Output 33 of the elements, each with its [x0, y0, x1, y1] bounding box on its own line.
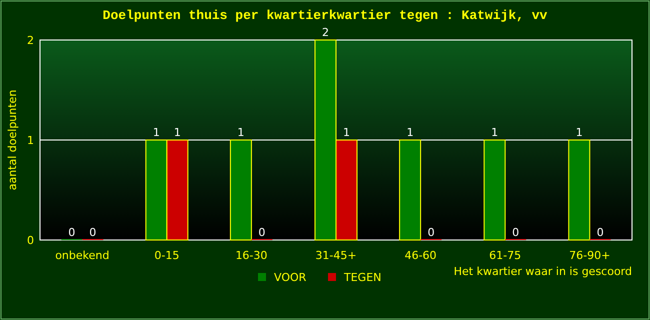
x-tick-label: 16-30	[235, 249, 268, 262]
legend-label: VOOR	[274, 271, 307, 284]
data-label: 1	[152, 126, 160, 139]
x-tick-label: 46-60	[404, 249, 437, 262]
data-label: 0	[89, 226, 96, 239]
data-label: 0	[428, 226, 435, 239]
data-label: 1	[174, 126, 181, 139]
y-tick-label: 0	[27, 234, 34, 247]
legend-label: TEGEN	[343, 271, 382, 284]
x-tick-label: 0-15	[154, 249, 180, 262]
data-label: 1	[576, 126, 583, 139]
bar	[399, 140, 422, 240]
data-label: 1	[237, 126, 244, 139]
x-axis-title: Het kwartier waar in is gescoord	[454, 265, 632, 278]
y-tick-label: 2	[27, 34, 34, 47]
x-tick-label: 76-90+	[569, 249, 610, 262]
data-label: 2	[322, 26, 329, 39]
x-tick-label: 61-75	[489, 249, 522, 262]
data-label: 1	[491, 126, 498, 139]
data-label: 0	[596, 226, 604, 239]
bar	[484, 140, 506, 240]
data-label: 1	[343, 126, 350, 139]
bar	[230, 140, 252, 240]
data-label: 0	[512, 226, 520, 239]
x-tick-label: 31-45+	[315, 249, 357, 262]
data-label: 0	[68, 226, 76, 239]
bar	[568, 140, 590, 240]
data-label: 0	[258, 226, 266, 239]
y-tick-label: 1	[27, 134, 34, 147]
chart-title: Doelpunten thuis per kwartierkwartier tegen : Katwijk, vv	[102, 8, 548, 23]
x-tick-label: onbekend	[55, 249, 110, 262]
y-axis-title: aantal doelpunten	[6, 90, 19, 190]
data-label: 1	[406, 126, 414, 139]
